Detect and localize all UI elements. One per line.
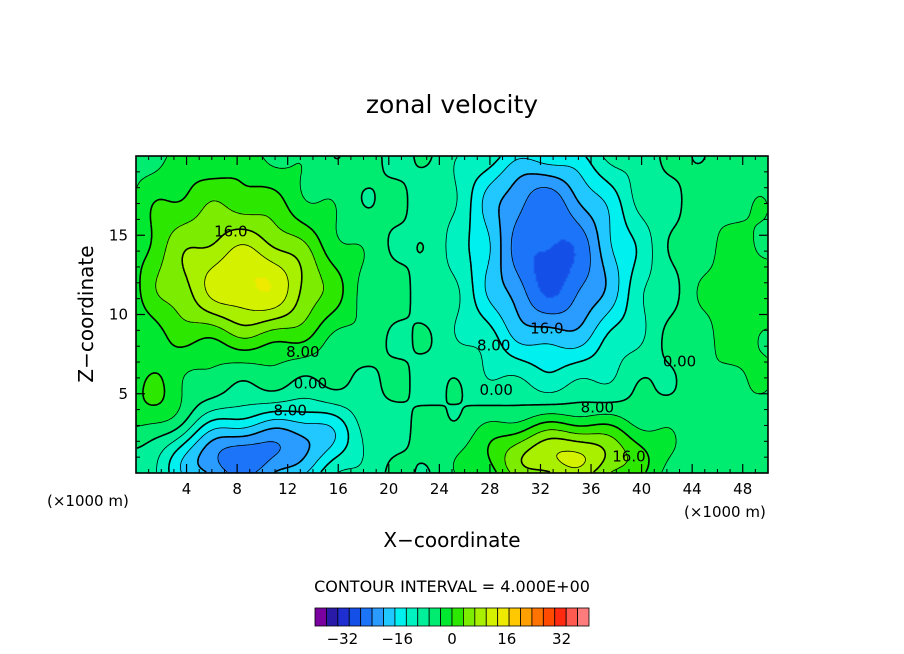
colorbar-swatch (474, 607, 487, 627)
colorbar-swatch (383, 607, 396, 627)
contour-line-8 (139, 177, 650, 473)
chart-title: zonal velocity (366, 90, 538, 119)
contour-line-m20 (217, 187, 591, 473)
colorbar-swatch (520, 607, 533, 627)
colorbar-swatch (394, 607, 407, 627)
contour-line-m12 (180, 157, 620, 473)
contour-label: 0.00 (480, 381, 513, 399)
x-tick-label: 16 (329, 480, 348, 498)
contour-field (136, 156, 768, 473)
colorbar-swatch (531, 607, 544, 627)
contour-label: 16.0 (530, 319, 563, 337)
colorbar-swatch (485, 607, 499, 627)
contour-line-m4 (156, 156, 653, 473)
contour-label: 16.0 (612, 448, 645, 466)
colorbar-tick-label: 16 (497, 630, 516, 648)
x-tick-label: 40 (632, 480, 651, 498)
y-tick-label: 5 (118, 385, 128, 403)
colorbar-swatch (348, 607, 362, 627)
colorbar-swatch (314, 607, 327, 627)
contour-labels: 16.0 8.00 0.00 8.00 16.0 8.00 0.00 8.00 16.0 0.00 (214, 223, 696, 466)
x-axis: 4 8 12 16 20 24 28 32 36 40 44 48 (148, 156, 756, 498)
contour-line-12 (155, 200, 628, 473)
contour-label: 0.00 (663, 353, 696, 371)
y-tick-label: 15 (109, 226, 128, 244)
colorbar-swatch (554, 607, 567, 627)
contour-interval-text: CONTOUR INTERVAL = 4.000E+00 (314, 577, 590, 596)
x-tick-label: 4 (182, 480, 192, 498)
colorbar-swatch (440, 607, 453, 627)
colorbar-swatch (326, 607, 339, 627)
x-axis-label: X−coordinate (383, 528, 520, 552)
contour-line-m16 (197, 173, 607, 473)
x-tick-label: 20 (379, 480, 398, 498)
contour-label: 16.0 (214, 223, 247, 241)
contour-line-16 (181, 228, 607, 473)
colorbar-swatch (565, 607, 578, 627)
x-units-left: (×1000 m) (47, 492, 129, 510)
colorbar-swatch (337, 607, 350, 627)
x-tick-label: 36 (581, 480, 600, 498)
colorbar-swatch (405, 607, 419, 627)
x-tick-label: 44 (683, 480, 702, 498)
contour-label: 8.00 (581, 399, 614, 417)
contour-label: 8.00 (274, 402, 307, 420)
colorbar-swatch (428, 607, 441, 627)
contour-line-m8 (168, 156, 638, 473)
colorbar-swatch (577, 607, 590, 627)
contour-line-4 (136, 156, 768, 473)
x-tick-label: 48 (733, 480, 752, 498)
colorbar-swatch (542, 607, 556, 627)
colorbar: −32 −16 0 16 32 (314, 607, 590, 648)
contour-line-20 (204, 244, 586, 469)
x-tick-label: 28 (480, 480, 499, 498)
colorbar-tick-label: 32 (552, 630, 571, 648)
y-tick-label: 10 (109, 306, 128, 324)
plot-area: 16.0 8.00 0.00 8.00 16.0 8.00 0.00 8.00 16.0 0.00 (136, 156, 768, 473)
colorbar-tick-label: −32 (327, 630, 359, 648)
colorbar-swatch (417, 607, 430, 627)
contour-lines (136, 156, 768, 473)
contour-label: 8.00 (477, 337, 510, 355)
x-tick-label: 12 (278, 480, 297, 498)
contour-label: 0.00 (294, 375, 327, 393)
colorbar-swatch (451, 607, 464, 627)
y-axis: 5 10 15 (109, 171, 768, 458)
colorbar-swatch (508, 607, 521, 627)
x-tick-label: 32 (531, 480, 550, 498)
x-units-right: (×1000 m) (684, 503, 766, 521)
colorbar-swatch (360, 607, 373, 627)
contour-line-0 (136, 156, 706, 473)
colorbar-swatch (463, 607, 476, 627)
y-axis-label: Z−coordinate (74, 245, 98, 382)
contour-label: 8.00 (286, 343, 319, 361)
x-tick-label: 24 (430, 480, 449, 498)
colorbar-swatch (371, 607, 384, 627)
colorbar-tick-label: −16 (381, 630, 413, 648)
colorbar-swatch (497, 607, 510, 627)
colorbar-tick-label: 0 (447, 630, 457, 648)
x-tick-label: 8 (232, 480, 242, 498)
